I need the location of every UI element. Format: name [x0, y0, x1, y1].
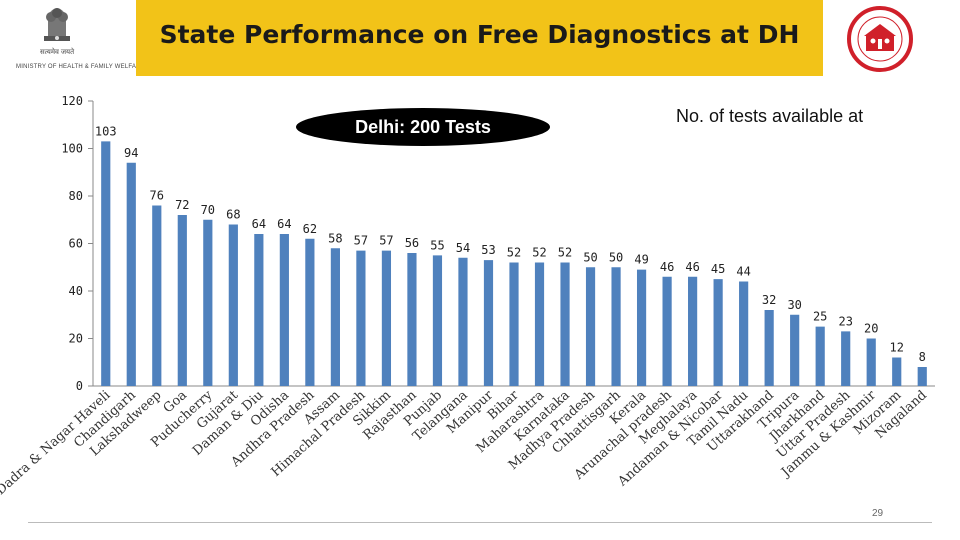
bar — [662, 276, 672, 386]
bar — [611, 267, 621, 386]
bar — [713, 279, 723, 386]
y-tick-label: 80 — [69, 189, 83, 203]
bar — [585, 267, 596, 386]
header: सत्यमेव जयते MINISTRY OF HEALTH & FAMILY… — [0, 0, 960, 76]
page-title: State Performance on Free Diagnostics at… — [159, 20, 800, 49]
bar-value-label: 46 — [660, 260, 674, 274]
y-tick-label: 60 — [69, 237, 83, 251]
bar — [432, 255, 443, 386]
bar-value-label: 103 — [95, 124, 117, 138]
ashoka-emblem-icon — [44, 8, 70, 41]
bar — [305, 238, 315, 386]
bar-value-label: 94 — [124, 146, 138, 160]
bar-value-label: 44 — [736, 265, 750, 279]
bar — [177, 215, 187, 386]
nhm-logo-icon — [847, 6, 913, 72]
bar — [279, 234, 289, 386]
bar-value-label: 62 — [303, 222, 317, 236]
bar — [560, 262, 570, 386]
page-number: 29 — [872, 508, 884, 519]
bar-value-label: 49 — [634, 253, 648, 267]
bar — [126, 162, 136, 386]
bar-value-label: 56 — [405, 236, 419, 250]
delhi-callout: Delhi: 200 Tests — [296, 108, 550, 146]
bar — [917, 367, 927, 386]
bar-value-label: 52 — [558, 246, 572, 260]
bar-value-label: 64 — [277, 217, 291, 231]
bar-value-label: 55 — [430, 238, 444, 252]
bar — [815, 326, 825, 386]
bar-value-label: 20 — [864, 322, 878, 336]
bar — [534, 262, 545, 386]
bar-value-label: 64 — [252, 217, 266, 231]
emblem-motto: सत्यमेव जयते — [40, 49, 75, 56]
ministry-label: MINISTRY OF HEALTH & FAMILY WELFARE — [16, 64, 145, 70]
bar — [458, 257, 468, 386]
y-tick-label: 100 — [61, 142, 83, 156]
bar — [356, 250, 366, 386]
bar-value-label: 23 — [838, 314, 852, 328]
bar-value-label: 76 — [150, 189, 164, 203]
bar — [228, 224, 238, 386]
bar — [254, 234, 264, 386]
bar — [101, 141, 111, 386]
bar — [841, 331, 851, 386]
bar-value-label: 54 — [456, 241, 470, 255]
bar-value-label: 52 — [507, 246, 521, 260]
bar — [152, 205, 162, 386]
bar — [866, 338, 876, 386]
bar — [483, 260, 494, 386]
bar — [739, 281, 749, 386]
bar-value-label: 12 — [890, 341, 904, 355]
y-tick-label: 0 — [76, 379, 83, 393]
bar-value-label: 50 — [583, 250, 597, 264]
bar-value-label: 50 — [609, 250, 623, 264]
tests-note: No. of tests available at — [676, 106, 864, 126]
bar-value-label: 57 — [379, 234, 393, 248]
bar-value-label: 30 — [787, 298, 801, 312]
bar-value-label: 46 — [685, 260, 699, 274]
bar — [892, 357, 902, 386]
bar — [790, 314, 800, 386]
title-band — [136, 0, 823, 76]
bar-value-label: 70 — [201, 203, 215, 217]
bar — [381, 250, 392, 386]
bar-value-label: 45 — [711, 262, 725, 276]
bar — [688, 276, 698, 386]
bar-value-label: 8 — [919, 350, 926, 364]
y-tick-label: 120 — [61, 94, 83, 108]
bar-value-label: 32 — [762, 293, 776, 307]
bar-value-label: 57 — [354, 234, 368, 248]
bar-value-label: 68 — [226, 208, 240, 222]
bar — [330, 248, 340, 386]
y-tick-label: 40 — [69, 284, 83, 298]
bar — [636, 269, 647, 386]
bar — [764, 310, 774, 386]
bar-value-label: 72 — [175, 198, 189, 212]
bar — [407, 253, 417, 386]
bar — [509, 262, 519, 386]
footer-divider — [28, 522, 932, 523]
bar — [203, 219, 213, 386]
bar-value-label: 25 — [813, 310, 827, 324]
y-tick-label: 20 — [69, 332, 83, 346]
bar-value-label: 58 — [328, 231, 342, 245]
bar-value-label: 53 — [481, 243, 495, 257]
bar-value-label: 52 — [532, 246, 546, 260]
